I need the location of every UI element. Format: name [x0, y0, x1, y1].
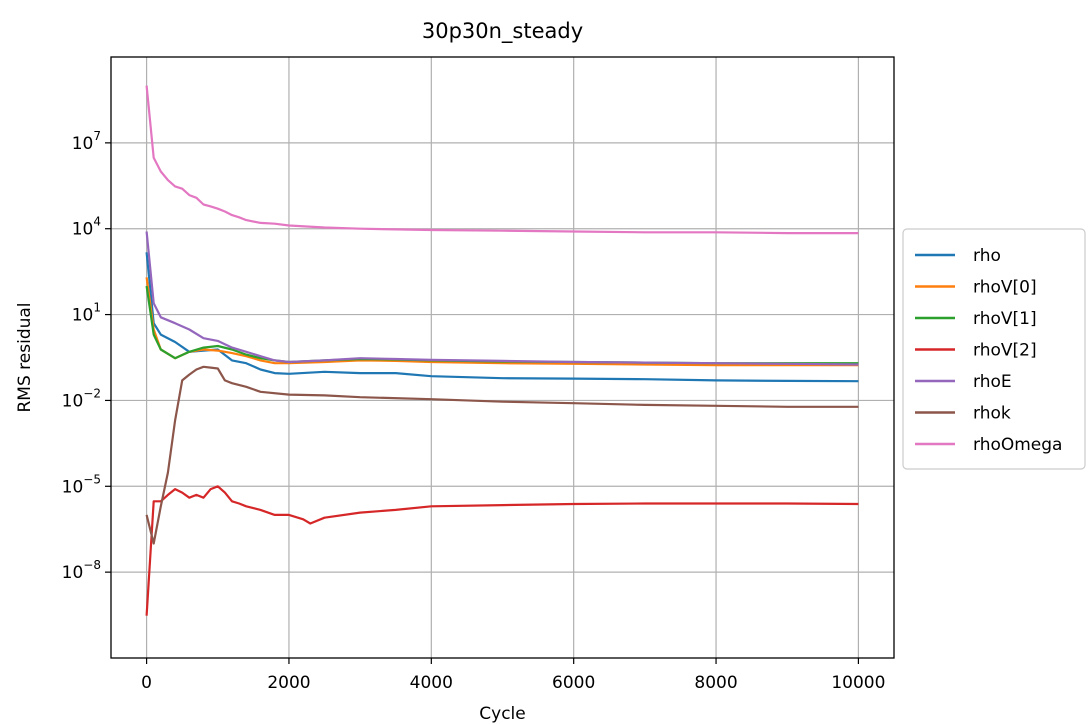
x-tick-label: 8000	[694, 673, 737, 693]
y-tick-exponent: 7	[93, 129, 101, 143]
legend-label: rhok	[973, 404, 1011, 424]
y-tick-label: 10−2	[62, 386, 101, 411]
legend-label: rho	[973, 246, 1001, 266]
y-tick-base: 10	[72, 220, 94, 240]
y-tick-base: 10	[72, 306, 94, 326]
x-tick-label: 4000	[410, 673, 453, 693]
legend: rho rhoV[0] rhoV[1] rhoV[2] rhoE rhok rhoOmega	[902, 228, 1086, 470]
x-axis-label: Cycle	[479, 704, 525, 724]
series-line-rho	[145, 252, 859, 383]
y-tick-base: 10	[72, 134, 94, 154]
ticks: 0 2000 4000 6000 8000 1000010710410110−210−51…	[62, 129, 886, 693]
legend-frame	[902, 228, 1086, 470]
y-tick-exponent: −2	[83, 386, 101, 400]
y-tick-base: 10	[62, 477, 84, 497]
y-tick-label: 107	[72, 129, 101, 154]
legend-label: rhoV[2]	[973, 341, 1037, 361]
x-tick-label: 2000	[267, 673, 310, 693]
x-tick-label: 6000	[552, 673, 595, 693]
y-tick-exponent: 4	[93, 215, 101, 229]
y-tick-base: 10	[62, 391, 84, 411]
series-line-rhok	[145, 365, 859, 545]
x-tick-label: 0	[141, 673, 152, 693]
y-tick-label: 10−8	[62, 558, 101, 583]
y-tick-label: 10−5	[62, 472, 101, 497]
x-tick-label: 10000	[831, 673, 885, 693]
plot-frame	[110, 56, 895, 659]
y-tick-exponent: −5	[83, 472, 101, 486]
series-line-rhov-2	[145, 485, 859, 616]
y-tick-base: 10	[62, 563, 84, 583]
y-tick-label: 101	[72, 301, 101, 326]
series-layer	[145, 85, 859, 616]
series-line-rhoomega	[145, 85, 859, 235]
legend-label: rhoE	[973, 372, 1012, 392]
chart-title: 30p30n_steady	[422, 19, 583, 44]
grid	[111, 57, 894, 658]
legend-label: rhoOmega	[973, 435, 1062, 455]
y-tick-exponent: −8	[83, 558, 101, 572]
series-line-rhoe	[145, 231, 859, 366]
legend-label: rhoV[0]	[973, 278, 1037, 298]
y-tick-exponent: 1	[93, 301, 101, 315]
y-tick-label: 104	[72, 215, 101, 240]
y-axis-label: RMS residual	[15, 302, 35, 412]
legend-label: rhoV[1]	[973, 309, 1037, 329]
